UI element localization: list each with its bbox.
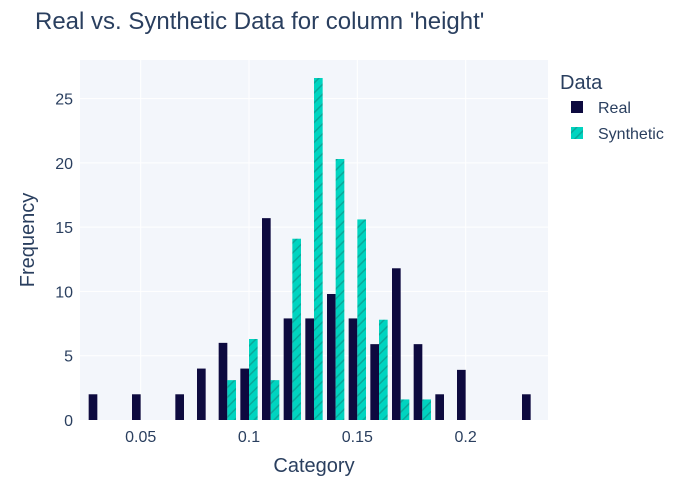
bar-real: [175, 394, 184, 420]
bar-synthetic: [400, 399, 410, 420]
bar-synthetic: [422, 399, 431, 420]
bar-real: [305, 318, 314, 420]
legend-label-real: Real: [598, 100, 631, 117]
legend-swatch-synthetic: [571, 127, 583, 139]
legend-label-synthetic: Synthetic: [598, 126, 664, 143]
x-axis-ticks: 0.05 0.1 0.15 0.2: [125, 429, 477, 446]
bar-real: [392, 268, 401, 420]
bar-synthetic: [292, 238, 301, 420]
x-tick-label: 0.1: [238, 429, 260, 446]
y-axis-ticks: 0 5 10 15 20 25: [55, 92, 73, 430]
bar-real: [132, 394, 141, 420]
series-synthetic-bars: [227, 78, 431, 420]
bar-synthetic: [379, 319, 388, 420]
legend-title: Data: [560, 72, 603, 94]
bar-synthetic: [335, 159, 345, 420]
y-tick-label: 5: [64, 349, 73, 366]
bar-real: [327, 294, 336, 420]
y-tick-label: 15: [55, 220, 73, 237]
chart-title: Real vs. Synthetic Data for column 'heig…: [35, 8, 484, 35]
x-axis-title: Category: [273, 455, 354, 477]
bar-real: [457, 369, 466, 420]
y-tick-label: 20: [55, 156, 73, 173]
bar-real: [348, 318, 358, 420]
legend-swatch-real: [571, 101, 583, 113]
x-tick-label: 0.05: [125, 429, 156, 446]
x-tick-label: 0.2: [455, 429, 477, 446]
bar-synthetic: [227, 380, 236, 420]
bar-real: [283, 318, 293, 420]
bar-synthetic: [249, 339, 258, 420]
bar-real: [413, 344, 423, 420]
x-tick-label: 0.15: [342, 429, 373, 446]
series-real-bars: [88, 218, 531, 420]
bar-real: [522, 394, 531, 420]
bar-real: [262, 218, 271, 420]
y-tick-label: 25: [55, 92, 73, 109]
bar-real: [88, 394, 98, 420]
y-axis-title: Frequency: [17, 193, 39, 288]
bar-real: [240, 368, 249, 420]
bar-real: [197, 368, 206, 420]
bar-real: [218, 342, 228, 420]
y-tick-label: 0: [64, 413, 73, 430]
bar-synthetic: [270, 380, 280, 420]
bar-real: [435, 394, 444, 420]
bar-synthetic: [357, 219, 366, 420]
bar-real: [370, 344, 379, 420]
legend: Data Real Synthetic: [560, 72, 664, 143]
y-tick-label: 10: [55, 284, 73, 301]
bar-synthetic: [314, 78, 323, 420]
